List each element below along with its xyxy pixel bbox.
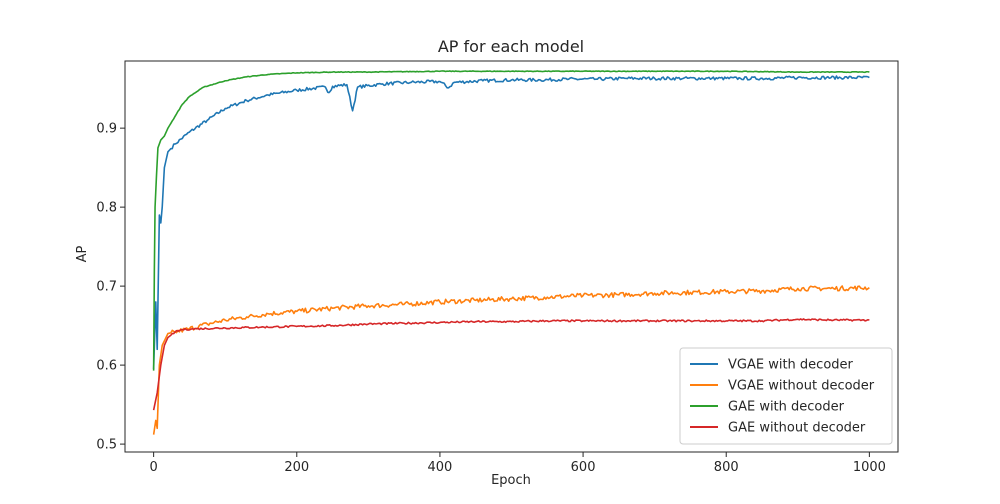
x-tick-label: 800: [714, 460, 739, 475]
y-tick-label: 0.5: [96, 438, 117, 453]
legend-frame: [679, 347, 893, 445]
x-tick-label: 600: [571, 460, 596, 475]
series-line-1: [152, 285, 870, 435]
y-tick-label: 0.8: [96, 201, 117, 216]
axes: 0 200 400 600 800 1000 0.5 0.6 0.7 0.8 0.9: [96, 60, 899, 475]
x-tick-label: 200: [284, 460, 309, 475]
y-axis-label: AP: [75, 245, 90, 262]
series-line-3: [152, 318, 870, 411]
legend-entry-0: VGAE with decoder: [728, 358, 854, 373]
plot-area: [152, 70, 870, 435]
x-tick-label: 1000: [853, 460, 886, 475]
x-tick-label: 0: [149, 460, 157, 475]
y-tick-label: 0.6: [96, 359, 117, 374]
series-line-2: [152, 70, 870, 371]
y-tick-label: 0.9: [96, 122, 117, 137]
y-tick-label: 0.7: [96, 280, 117, 295]
plot-frame: [124, 60, 899, 453]
chart-title: AP for each model: [438, 37, 584, 56]
x-axis-label: Epoch: [491, 473, 531, 488]
x-tick-label: 400: [428, 460, 453, 475]
legend-entry-2: GAE with decoder: [728, 400, 845, 415]
legend-entry-3: GAE without decoder: [728, 421, 866, 436]
legend-entry-1: VGAE without decoder: [728, 379, 875, 394]
legend: VGAE with decoder VGAE without decoder GAE…: [679, 347, 893, 445]
series-line-0: [152, 75, 870, 370]
